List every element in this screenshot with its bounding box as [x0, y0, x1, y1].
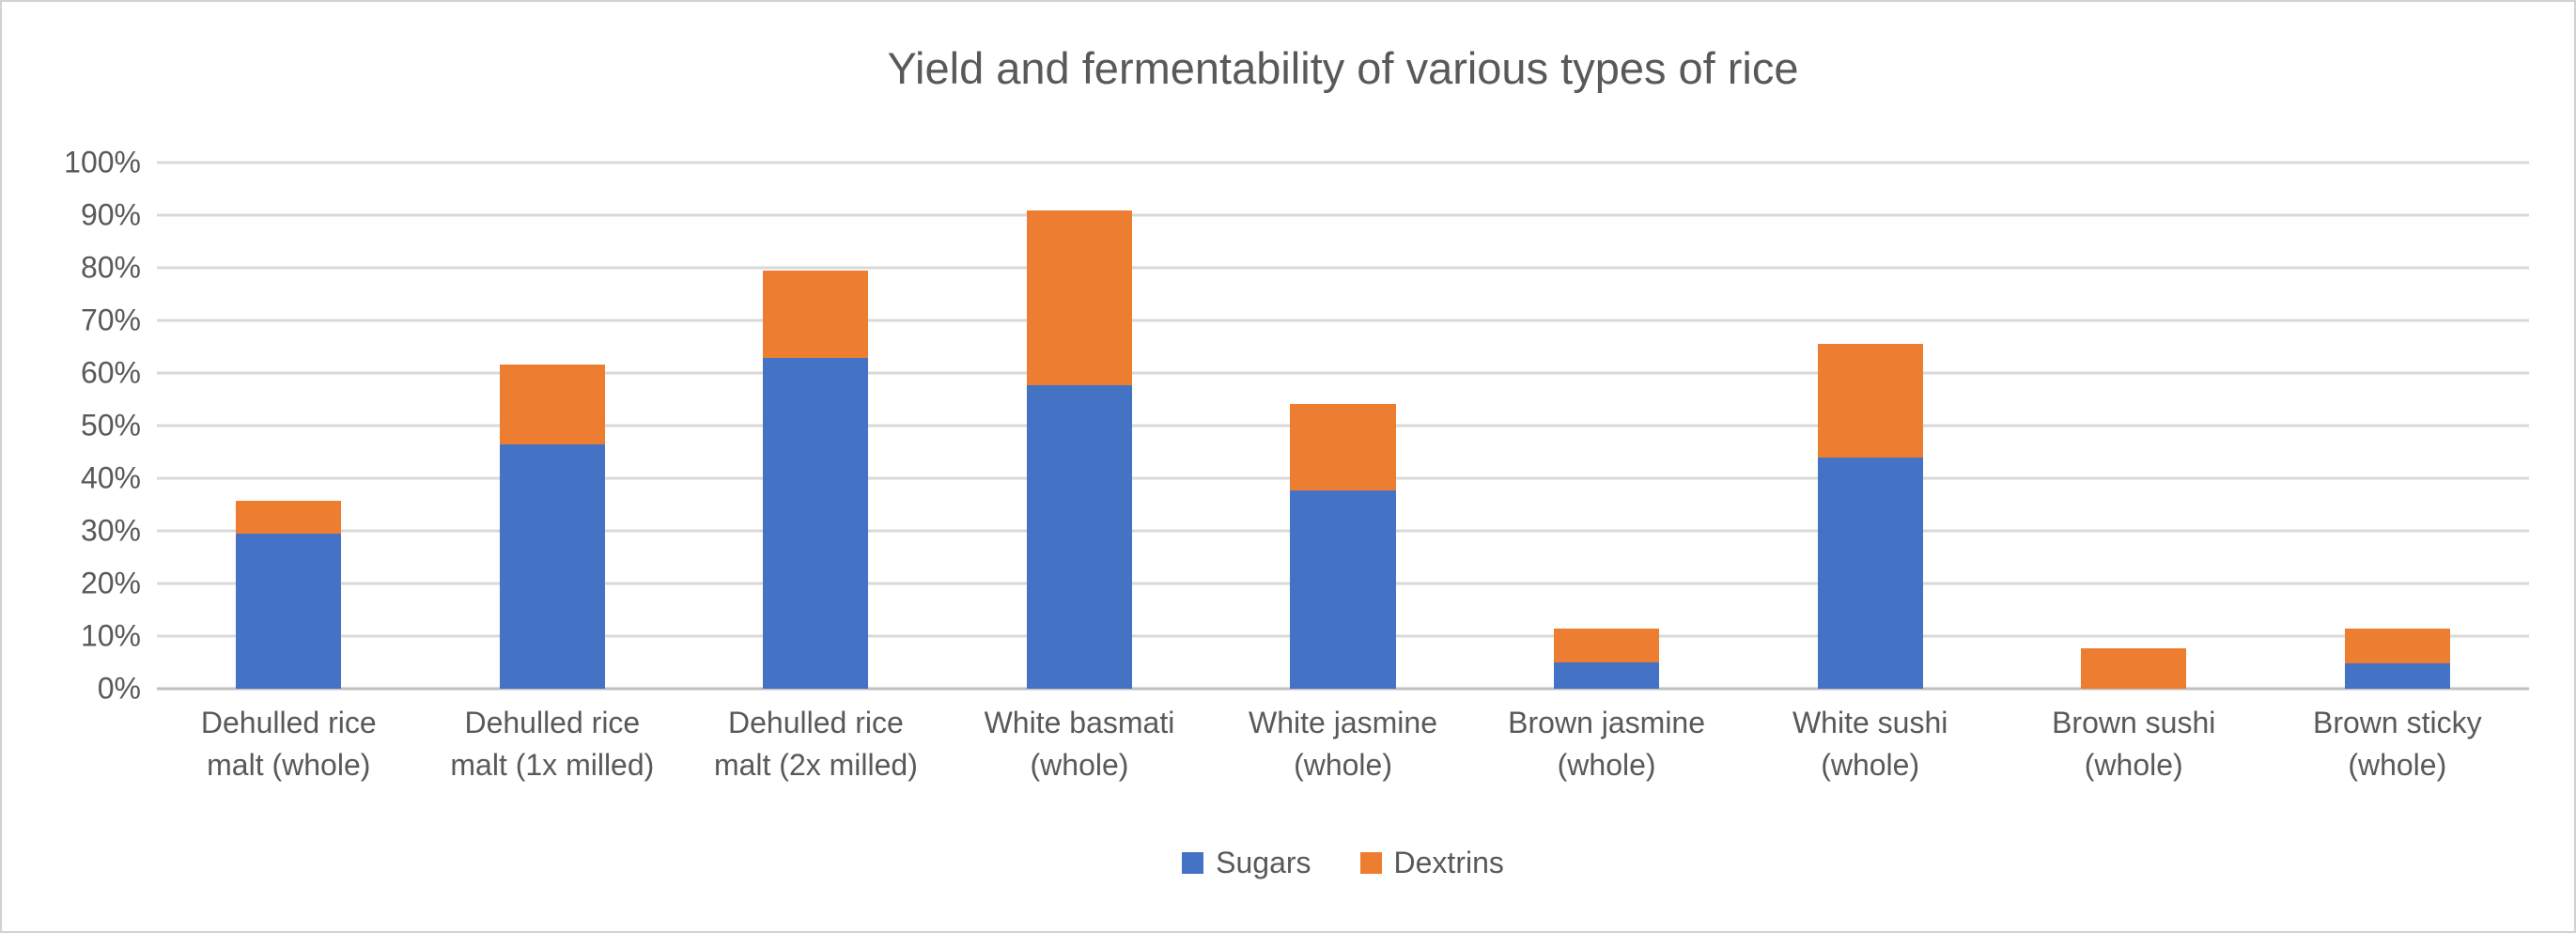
gridline — [157, 266, 2529, 270]
x-axis-category-label: White basmati (whole) — [984, 706, 1175, 782]
bar-segment-sugars — [236, 533, 342, 689]
legend-swatch-icon — [1182, 851, 1204, 874]
x-axis-category-label: White sushi (whole) — [1792, 706, 1948, 782]
y-axis-tick-label: 90% — [80, 197, 141, 232]
y-axis-tick-label: 100% — [64, 145, 141, 179]
y-axis-tick-label: 70% — [80, 303, 141, 337]
bar-segment-dextrins — [1290, 404, 1396, 490]
x-axis-category-label: Brown sticky (whole) — [2312, 706, 2482, 782]
y-axis-tick-label: 20% — [80, 566, 141, 600]
y-axis-tick-label: 30% — [80, 513, 141, 548]
bar-segment-dextrins — [499, 365, 605, 445]
x-axis-category-label: Dehulled rice malt (2x milled) — [713, 706, 918, 782]
bar-segment-dextrins — [1817, 344, 1923, 459]
legend-swatch-icon — [1359, 851, 1382, 874]
bar-segment-sugars — [763, 358, 869, 689]
x-axis-category-label: Dehulled rice malt (1x milled) — [450, 706, 655, 782]
bar-segment-sugars — [1290, 490, 1396, 689]
bar-segment-dextrins — [236, 500, 342, 534]
x-axis-line — [157, 687, 2529, 691]
bar-segment-sugars — [1553, 662, 1660, 689]
x-axis-category-label: Brown jasmine (whole) — [1508, 706, 1706, 782]
legend: Sugars Dextrins — [157, 844, 2529, 881]
bar-segment-sugars — [1817, 458, 1923, 689]
x-axis-category-label: Brown sushi (whole) — [2052, 706, 2216, 782]
chart-title: Yield and fermentability of various type… — [887, 43, 1799, 93]
gridline — [157, 319, 2529, 322]
y-axis-tick-label: 80% — [80, 250, 141, 285]
legend-item-dextrins: Dextrins — [1359, 844, 1504, 881]
y-axis: 0% 10% 20% 30% 40% 50% 60% 70% 80% 90% 100% — [2, 146, 141, 706]
legend-label: Dextrins — [1393, 846, 1504, 879]
y-axis-tick-label: 50% — [80, 408, 141, 443]
y-axis-tick-label: 40% — [80, 460, 141, 495]
y-axis-tick-label: 60% — [80, 355, 141, 390]
gridline — [157, 213, 2529, 217]
x-axis: Dehulled rice malt (whole) Dehulled rice … — [157, 702, 2529, 786]
bar-segment-dextrins — [2081, 647, 2187, 689]
bar-segment-sugars — [2344, 662, 2450, 689]
legend-item-sugars: Sugars — [1182, 844, 1311, 881]
bar-segment-sugars — [1026, 384, 1133, 689]
legend-label: Sugars — [1216, 846, 1311, 879]
bar-segment-dextrins — [2344, 629, 2450, 663]
y-axis-tick-label: 10% — [80, 618, 141, 653]
bar-segment-dextrins — [1553, 628, 1660, 662]
plot-area — [157, 161, 2529, 691]
gridline — [157, 371, 2529, 375]
bar-segment-dextrins — [1026, 210, 1133, 385]
gridline — [157, 161, 2529, 164]
y-axis-tick-label: 0% — [97, 671, 141, 706]
x-axis-category-label: Dehulled rice malt (whole) — [200, 706, 377, 782]
bar-segment-dextrins — [763, 271, 869, 359]
x-axis-category-label: White jasmine (whole) — [1249, 706, 1437, 782]
bar-segment-sugars — [499, 444, 605, 689]
